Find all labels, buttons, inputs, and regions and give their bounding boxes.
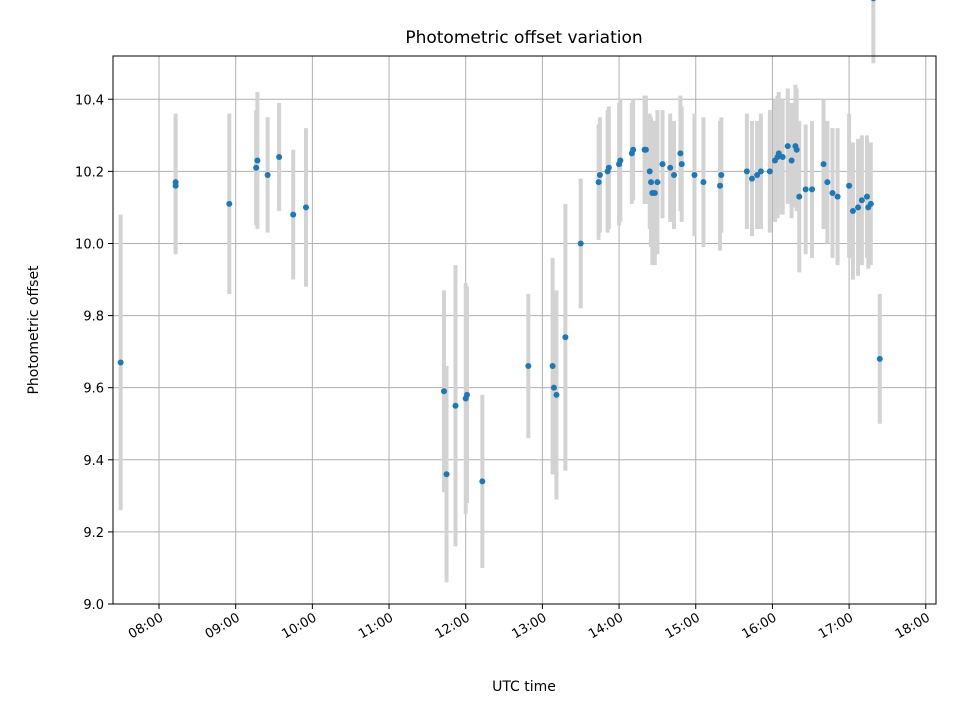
data-point (849, 208, 856, 215)
data-point (577, 240, 584, 247)
data-point (677, 150, 684, 157)
x-tick-label: 13:00 (509, 610, 549, 642)
data-point (700, 179, 707, 186)
y-tick-label: 10.0 (75, 237, 104, 252)
data-point (659, 161, 666, 168)
data-point (834, 193, 841, 200)
data-point (630, 146, 637, 153)
y-tick-label: 9.6 (83, 382, 104, 397)
data-point (264, 171, 271, 178)
data-point (824, 179, 831, 186)
data-point (754, 171, 761, 178)
data-point (757, 168, 764, 175)
data-point (867, 200, 874, 207)
x-tick-label: 12:00 (433, 610, 473, 642)
y-tick-label: 9.8 (83, 310, 104, 325)
chart-title: Photometric offset variation (405, 28, 642, 48)
data-point (779, 153, 786, 160)
x-tick-label: 18:00 (893, 610, 933, 642)
data-point (595, 179, 602, 186)
data-point (550, 384, 557, 391)
data-point (748, 175, 755, 182)
data-point (775, 150, 782, 157)
data-point (667, 164, 674, 171)
data-point (605, 164, 612, 171)
data-point (172, 182, 179, 189)
data-point (678, 161, 685, 168)
data-point (117, 359, 124, 366)
data-point (654, 179, 661, 186)
y-tick-label: 10.4 (75, 93, 104, 108)
data-point (793, 146, 800, 153)
data-point (562, 334, 569, 341)
y-tick-label: 9.2 (83, 526, 104, 541)
x-tick-label: 08:00 (126, 610, 166, 642)
data-point (443, 471, 450, 478)
data-point (691, 171, 698, 178)
data-point (596, 171, 603, 178)
data-point (452, 402, 459, 409)
data-point (617, 157, 624, 164)
x-tick-label: 11:00 (356, 610, 396, 642)
data-point (479, 478, 486, 485)
data-point (648, 179, 655, 186)
data-point (549, 363, 556, 370)
data-point (796, 193, 803, 200)
data-point (766, 168, 773, 175)
data-point (290, 211, 297, 218)
y-axis-label: Photometric offset (26, 265, 42, 395)
x-axis-ticks: 08:00 09:00 10:00 11:00 12:00 13:00 14:00 15:00… (126, 604, 933, 642)
data-point (858, 197, 865, 204)
x-axis-label: UTC time (492, 679, 556, 695)
data-point (820, 161, 827, 168)
data-point (809, 186, 816, 193)
data-point (846, 182, 853, 189)
x-tick-label: 14:00 (586, 610, 626, 642)
data-point (302, 204, 309, 211)
data-point (440, 388, 447, 395)
data-point (876, 355, 883, 362)
data-point (802, 186, 809, 193)
data-point (253, 164, 260, 171)
x-tick-label: 16:00 (739, 610, 779, 642)
data-point (784, 143, 791, 150)
x-tick-label: 09:00 (203, 610, 243, 642)
error-bars (118, 0, 882, 583)
data-point (553, 391, 560, 398)
plot-frame (112, 55, 937, 605)
data-point (870, 0, 876, 2)
data-point (226, 200, 233, 207)
data-point (276, 153, 283, 160)
data-point (671, 171, 678, 178)
data-point (525, 363, 532, 370)
data-point (788, 157, 795, 164)
data-point (646, 168, 653, 175)
data-point (829, 190, 836, 196)
data-point (718, 171, 725, 178)
data-point (743, 168, 750, 175)
x-tick-label: 10:00 (279, 610, 319, 642)
data-point (855, 204, 862, 211)
data-point (254, 157, 261, 164)
y-tick-label: 9.4 (83, 454, 104, 469)
x-tick-label: 17:00 (816, 610, 856, 642)
y-tick-label: 9.0 (83, 598, 104, 613)
data-point (463, 391, 470, 398)
data-point (651, 190, 658, 196)
data-point (717, 182, 724, 189)
data-points (117, 0, 883, 485)
data-point (863, 193, 870, 200)
data-point (642, 146, 649, 153)
x-tick-label: 15:00 (663, 610, 703, 642)
y-tick-label: 10.2 (75, 165, 104, 180)
y-axis-ticks: 9.0 9.2 9.4 9.6 9.8 10.0 10.2 10.4 (75, 93, 113, 613)
